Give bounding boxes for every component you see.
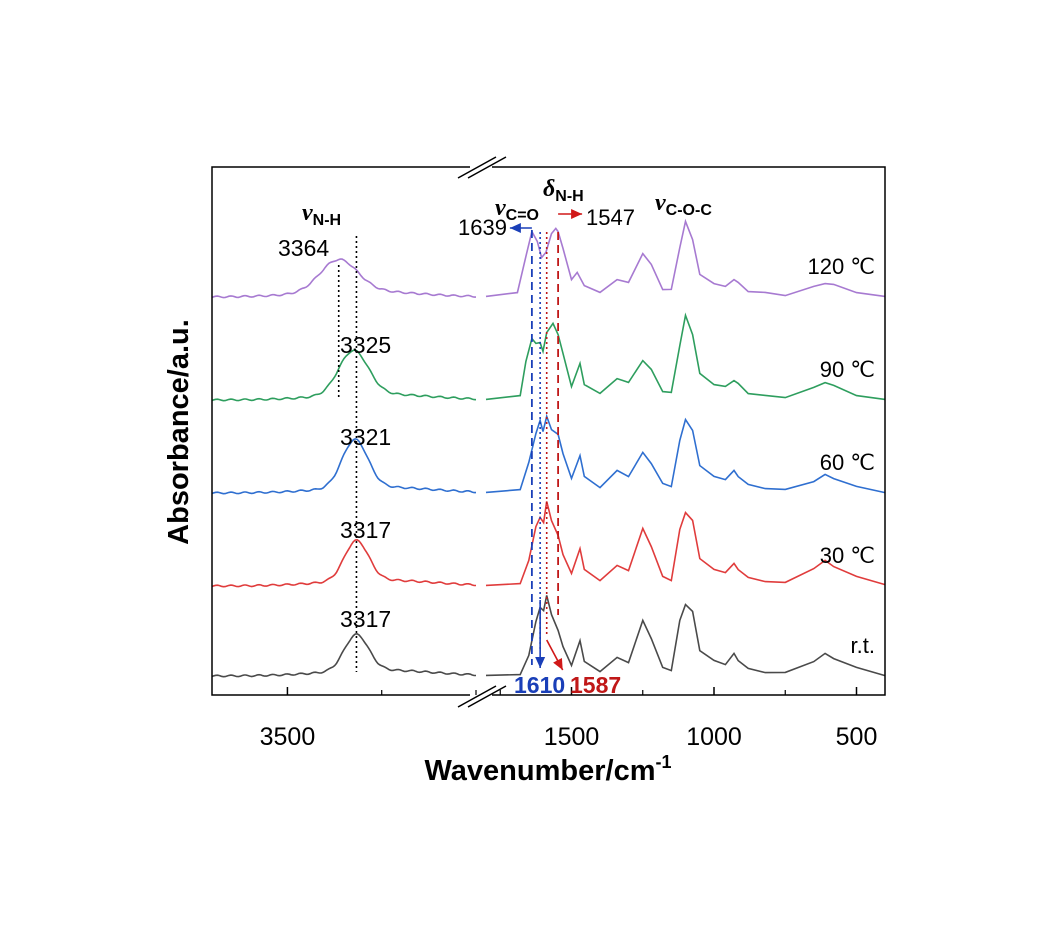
arrow-head bbox=[571, 209, 583, 219]
break-mark bbox=[467, 156, 507, 179]
band-label: δN-H bbox=[543, 176, 584, 205]
band-subscript: N-H bbox=[313, 212, 341, 229]
annotations: r.t. 30 ℃ 60 ℃ 90 ℃ 120 ℃ 3364 3325 3321 3317 331… bbox=[278, 176, 875, 698]
band-label: νC-O-C bbox=[655, 190, 712, 219]
series-label: 30 ℃ bbox=[820, 543, 875, 568]
x-tick-label: 500 bbox=[836, 723, 878, 751]
series-label: 90 ℃ bbox=[820, 357, 875, 382]
series-line-nh bbox=[211, 437, 476, 495]
arrow-head bbox=[553, 657, 563, 670]
band-subscript: C-O-C bbox=[666, 202, 713, 219]
reference-lines bbox=[337, 209, 583, 672]
band-subscript: N-H bbox=[555, 188, 583, 205]
shift-label: 1610 bbox=[514, 672, 565, 698]
series-line-nh bbox=[211, 258, 476, 299]
arrow-head bbox=[535, 657, 546, 668]
series-line-fingerprint bbox=[485, 501, 886, 587]
shift-label: 1547 bbox=[586, 205, 635, 230]
peak-label: 3325 bbox=[340, 332, 391, 358]
y-axis-title: Absorbance/a.u. bbox=[163, 319, 195, 545]
x-tick-label: 1500 bbox=[544, 723, 600, 751]
peak-label: 3321 bbox=[340, 424, 391, 450]
series-label: r.t. bbox=[851, 633, 875, 658]
arrow-head bbox=[509, 223, 521, 233]
shift-label: 1587 bbox=[570, 672, 621, 698]
peak-label: 3364 bbox=[278, 235, 329, 261]
series-lines bbox=[211, 218, 886, 678]
band-subscript: C=O bbox=[506, 207, 539, 224]
shift-label: 1639 bbox=[458, 215, 507, 240]
series-line-fingerprint bbox=[485, 595, 886, 677]
x-axis-title-main: Wavenumber/cm bbox=[424, 755, 655, 787]
axis-break bbox=[457, 156, 507, 708]
series-line-nh bbox=[211, 349, 477, 402]
band-symbol: ν bbox=[302, 200, 313, 226]
break-gap-top bbox=[470, 162, 492, 172]
series-label: 120 ℃ bbox=[807, 254, 875, 279]
break-mark bbox=[467, 685, 507, 708]
series-line-nh bbox=[211, 632, 476, 678]
band-symbol: ν bbox=[655, 190, 666, 216]
x-ticks: 3500 1500 1000 500 bbox=[260, 687, 878, 751]
series-line-fingerprint bbox=[485, 218, 886, 298]
plot-frame bbox=[211, 166, 886, 696]
band-label: νN-H bbox=[302, 200, 341, 229]
x-axis-title: Wavenumber/cm-1 bbox=[424, 752, 671, 787]
series-line-fingerprint bbox=[485, 312, 886, 401]
break-mark bbox=[457, 685, 497, 708]
series-line-nh bbox=[211, 538, 476, 588]
series-label: 60 ℃ bbox=[820, 450, 875, 475]
x-tick-label: 3500 bbox=[260, 723, 316, 751]
band-label: νC=O bbox=[495, 195, 539, 224]
band-symbol: δ bbox=[543, 176, 555, 202]
peak-label: 3317 bbox=[340, 606, 391, 632]
x-axis-title-sup: -1 bbox=[655, 752, 671, 772]
peak-label: 3317 bbox=[340, 517, 391, 543]
break-mark bbox=[457, 156, 497, 179]
band-symbol: ν bbox=[495, 195, 506, 221]
x-tick-label: 1000 bbox=[686, 723, 742, 751]
